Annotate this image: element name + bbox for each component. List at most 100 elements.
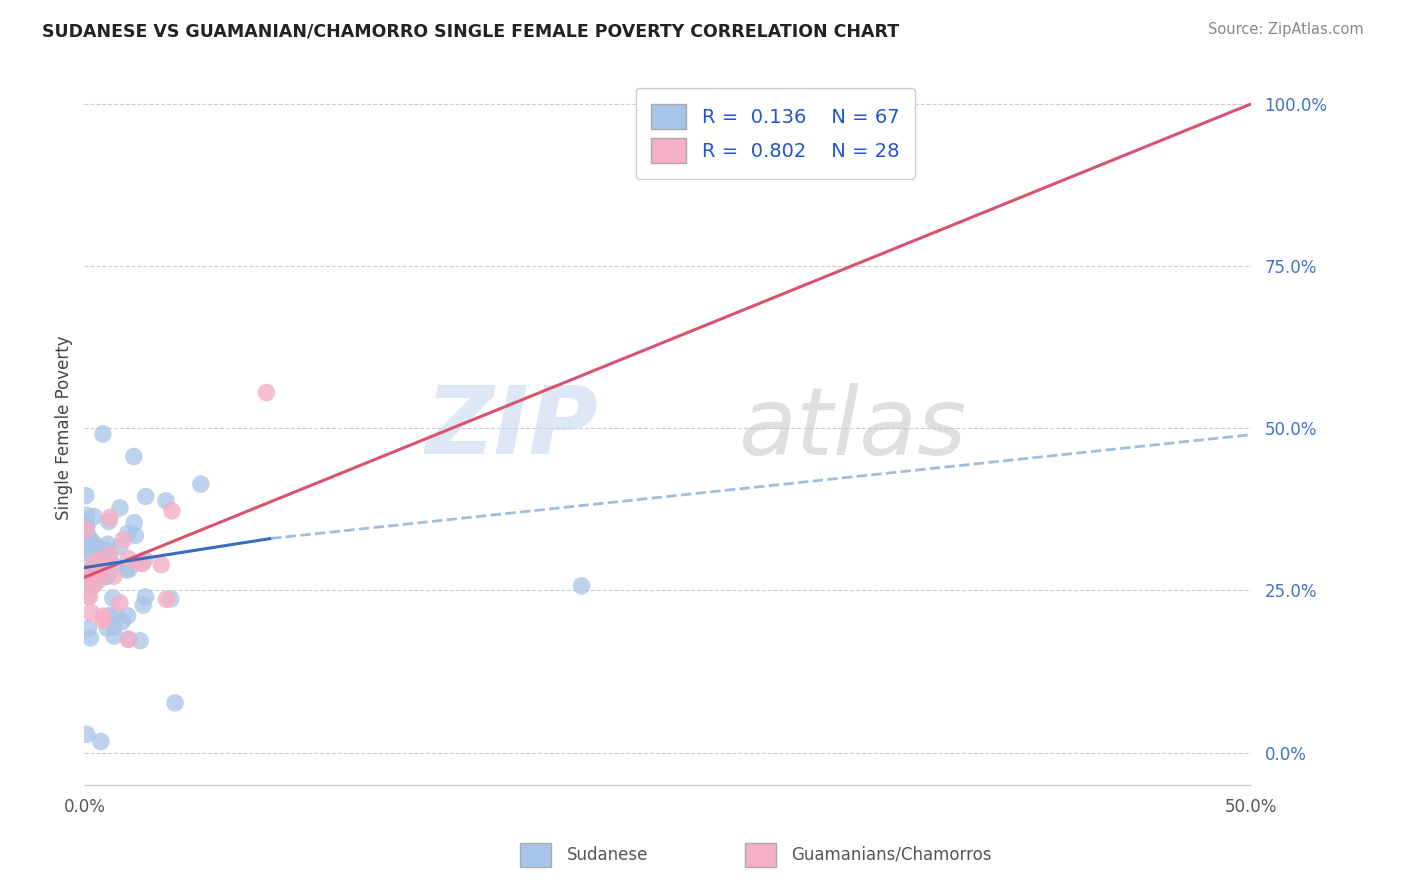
- Point: [87, 563, 110, 577]
- Point: [77, 565, 100, 579]
- Point: [97, 566, 120, 580]
- Point: [75, 523, 97, 537]
- Point: [79, 582, 101, 597]
- Point: [117, 608, 139, 623]
- Point: [112, 533, 135, 547]
- Point: [165, 696, 187, 710]
- Point: [108, 500, 131, 515]
- Legend: R =  0.136    N = 67, R =  0.802    N = 28: R = 0.136 N = 67, R = 0.802 N = 28: [636, 88, 915, 179]
- Point: [103, 620, 125, 634]
- Text: Sudanese: Sudanese: [567, 846, 648, 863]
- Point: [111, 615, 134, 629]
- Point: [134, 552, 156, 566]
- Point: [131, 557, 153, 571]
- Point: [108, 540, 131, 554]
- Point: [79, 533, 101, 547]
- Point: [254, 385, 277, 400]
- Point: [103, 569, 125, 583]
- Point: [84, 555, 107, 569]
- Point: [98, 608, 121, 623]
- Point: [77, 567, 100, 582]
- Text: SUDANESE VS GUAMANIAN/CHAMORRO SINGLE FEMALE POVERTY CORRELATION CHART: SUDANESE VS GUAMANIAN/CHAMORRO SINGLE FE…: [42, 22, 900, 40]
- Point: [190, 477, 212, 491]
- Y-axis label: Single Female Poverty: Single Female Poverty: [55, 336, 73, 520]
- Point: [128, 556, 150, 570]
- Point: [80, 606, 103, 620]
- Point: [75, 519, 97, 533]
- Point: [159, 591, 181, 606]
- Point: [77, 563, 100, 577]
- Point: [75, 489, 97, 503]
- Point: [122, 450, 145, 464]
- Point: [93, 609, 115, 624]
- Text: Guamanians/Chamorros: Guamanians/Chamorros: [792, 846, 993, 863]
- Point: [84, 571, 107, 585]
- Point: [117, 632, 139, 647]
- Text: atlas: atlas: [738, 383, 966, 474]
- Point: [83, 578, 105, 592]
- Point: [97, 515, 120, 529]
- Point: [79, 631, 101, 645]
- Point: [135, 490, 157, 504]
- Point: [86, 574, 108, 589]
- Text: Source: ZipAtlas.com: Source: ZipAtlas.com: [1208, 22, 1364, 37]
- Point: [118, 562, 141, 576]
- Point: [75, 516, 97, 531]
- Point: [155, 493, 177, 508]
- Point: [77, 621, 100, 635]
- Point: [103, 629, 125, 643]
- Point: [83, 537, 105, 551]
- Point: [77, 529, 100, 543]
- Point: [97, 549, 120, 564]
- Point: [150, 558, 173, 572]
- Point: [90, 734, 112, 748]
- Point: [75, 525, 97, 540]
- Point: [89, 553, 111, 567]
- Point: [98, 510, 121, 524]
- Point: [160, 504, 183, 518]
- Point: [98, 547, 121, 561]
- Point: [135, 590, 157, 604]
- Point: [89, 550, 111, 565]
- Point: [94, 570, 117, 584]
- Point: [91, 427, 114, 442]
- Point: [97, 537, 120, 551]
- Point: [79, 581, 101, 595]
- Point: [122, 516, 145, 530]
- Point: [83, 509, 105, 524]
- Point: [117, 526, 139, 541]
- Point: [91, 614, 114, 628]
- Point: [77, 589, 100, 603]
- Point: [80, 563, 103, 577]
- Point: [76, 727, 98, 741]
- Point: [75, 546, 97, 560]
- Point: [96, 621, 118, 635]
- Point: [103, 558, 125, 573]
- Point: [93, 558, 115, 573]
- Point: [75, 542, 97, 557]
- Point: [94, 543, 117, 558]
- Point: [87, 565, 110, 579]
- Point: [101, 591, 124, 605]
- Point: [132, 598, 155, 612]
- Point: [93, 560, 115, 574]
- Point: [96, 560, 118, 574]
- Point: [118, 551, 141, 566]
- Point: [76, 520, 98, 534]
- Text: ZIP: ZIP: [425, 382, 598, 475]
- Point: [87, 569, 110, 583]
- Point: [129, 633, 152, 648]
- Point: [155, 592, 177, 607]
- Point: [75, 515, 97, 529]
- Point: [89, 564, 111, 578]
- Point: [104, 607, 127, 622]
- Point: [124, 528, 146, 542]
- Point: [80, 561, 103, 575]
- Point: [115, 563, 138, 577]
- Point: [79, 590, 101, 604]
- Point: [80, 575, 103, 590]
- Point: [96, 569, 118, 583]
- Point: [75, 533, 97, 547]
- Point: [86, 540, 108, 554]
- Point: [75, 508, 97, 523]
